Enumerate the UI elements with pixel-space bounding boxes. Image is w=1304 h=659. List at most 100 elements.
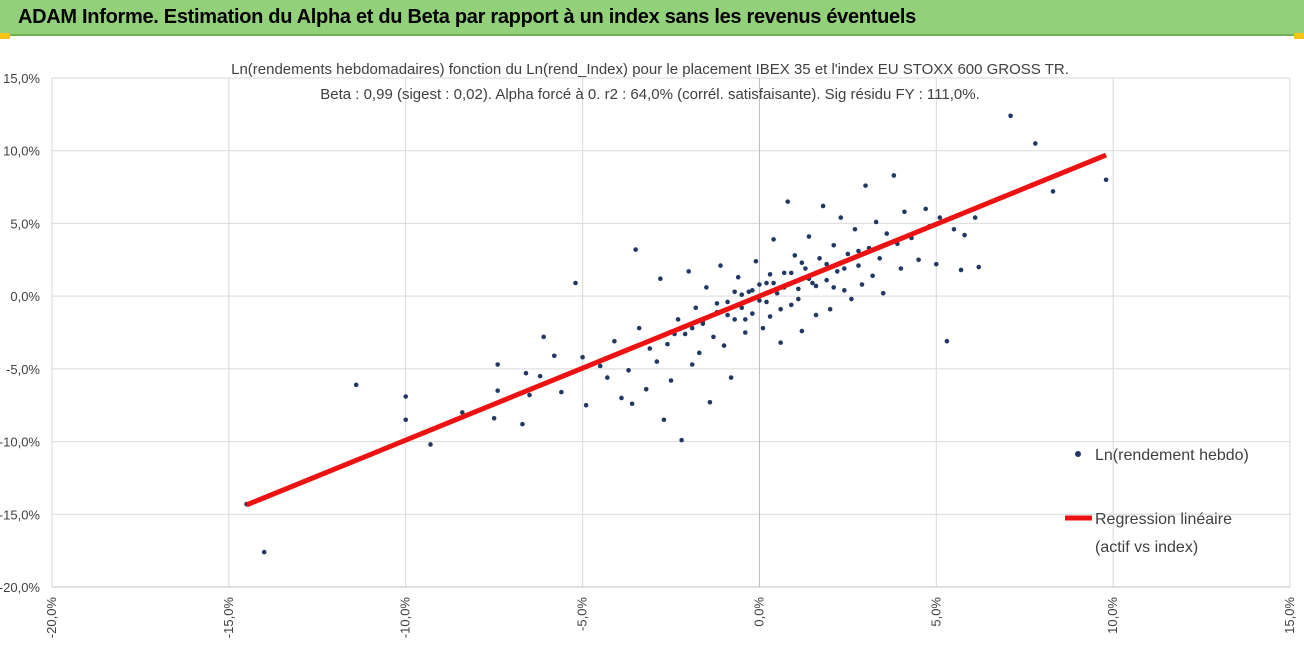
data-point — [799, 328, 805, 334]
y-tick-label: 10,0% — [3, 144, 40, 159]
data-point — [654, 359, 660, 364]
data-point — [785, 199, 791, 204]
data-point — [831, 285, 837, 290]
regression-line — [245, 152, 1108, 508]
data-point — [976, 264, 982, 270]
data-point — [742, 317, 748, 322]
data-point — [750, 288, 755, 293]
data-point — [523, 370, 529, 376]
data-point — [951, 226, 957, 232]
data-point — [753, 258, 759, 264]
y-tick-label: 0,0% — [10, 289, 40, 304]
x-tick-label: -15,0% — [221, 597, 236, 639]
data-point — [725, 299, 730, 305]
x-tick-label: 15,0% — [1282, 597, 1297, 634]
data-point — [353, 382, 359, 388]
data-point — [658, 276, 663, 281]
data-point — [799, 260, 805, 265]
data-point — [870, 273, 875, 279]
data-point — [813, 283, 819, 289]
data-point — [820, 203, 826, 209]
data-point — [810, 280, 815, 286]
data-point — [665, 341, 670, 347]
x-tick-label: -5,0% — [575, 597, 590, 631]
legend-label-line-2: (actif vs index) — [1095, 539, 1198, 556]
axes — [52, 78, 1290, 588]
data-points — [244, 113, 1109, 555]
data-point — [834, 269, 840, 274]
chart-title: Ln(rendements hebdomadaires) fonction du… — [231, 61, 1069, 78]
legend-marker-points — [1075, 451, 1081, 457]
header-accent-left — [0, 33, 10, 39]
x-tick-label: -10,0% — [398, 597, 413, 639]
data-point — [962, 232, 967, 238]
data-point — [827, 306, 833, 312]
data-point — [958, 267, 964, 273]
data-point — [597, 363, 603, 369]
data-point — [1033, 141, 1038, 146]
y-tick-label: -20,0% — [0, 580, 40, 595]
data-point — [739, 292, 745, 297]
data-point — [583, 402, 589, 408]
data-point — [842, 288, 847, 293]
y-tick-labels: 15,0% 10,0% 5,0% 0,0% -5,0% -10,0% -15,0% -20,0… — [0, 71, 40, 595]
legend: Ln(rendement hebdo) Regression linéaire … — [1065, 447, 1249, 556]
data-point — [1103, 177, 1109, 183]
data-point — [735, 274, 741, 280]
data-point — [764, 280, 769, 286]
data-point — [898, 266, 904, 271]
data-point — [686, 269, 691, 274]
data-point — [813, 312, 819, 318]
data-point — [428, 442, 433, 447]
data-point — [403, 417, 409, 423]
x-tick-label: 0,0% — [751, 597, 766, 627]
y-tick-label: -10,0% — [0, 435, 40, 450]
data-point — [778, 340, 783, 345]
data-point — [838, 215, 844, 220]
data-point — [877, 256, 882, 261]
data-point — [612, 338, 617, 344]
data-point — [732, 317, 737, 322]
y-tick-label: -15,0% — [0, 507, 40, 522]
data-point — [806, 234, 812, 239]
data-point — [796, 296, 801, 302]
data-point — [760, 325, 766, 331]
data-point — [788, 302, 794, 308]
data-point — [491, 416, 497, 421]
y-tick-label: 5,0% — [10, 216, 40, 231]
data-point — [884, 231, 890, 236]
data-point — [856, 263, 861, 268]
data-point — [647, 346, 653, 351]
y-tick-label: 15,0% — [3, 71, 40, 86]
data-point — [788, 270, 794, 276]
data-point — [803, 266, 808, 271]
data-point — [778, 306, 783, 312]
data-point — [551, 353, 557, 359]
data-point — [495, 388, 500, 393]
x-tick-label: 10,0% — [1105, 597, 1120, 634]
data-point — [707, 400, 713, 405]
report-title: ADAM Informe. Estimation du Alpha et du … — [18, 6, 916, 28]
x-tick-label: 5,0% — [928, 597, 943, 627]
data-point — [739, 305, 745, 311]
data-point — [746, 289, 752, 295]
data-point — [732, 289, 737, 295]
data-point — [859, 282, 865, 287]
data-point — [771, 280, 776, 286]
data-point — [944, 338, 950, 344]
data-point — [842, 266, 847, 271]
data-point — [573, 280, 578, 286]
data-point — [725, 312, 730, 318]
x-tick-label: -20,0% — [44, 597, 59, 639]
data-point — [916, 257, 921, 263]
data-point — [527, 392, 532, 398]
data-point — [972, 215, 978, 220]
data-point — [796, 286, 801, 292]
data-point — [580, 354, 585, 360]
header-accent-right — [1294, 33, 1304, 39]
data-point — [495, 362, 500, 367]
scatter-chart: 15,0% 10,0% 5,0% 0,0% -5,0% -10,0% -15,0% -20,0… — [0, 61, 1297, 639]
data-point — [742, 330, 748, 335]
data-point — [460, 410, 465, 415]
data-point — [792, 253, 798, 258]
